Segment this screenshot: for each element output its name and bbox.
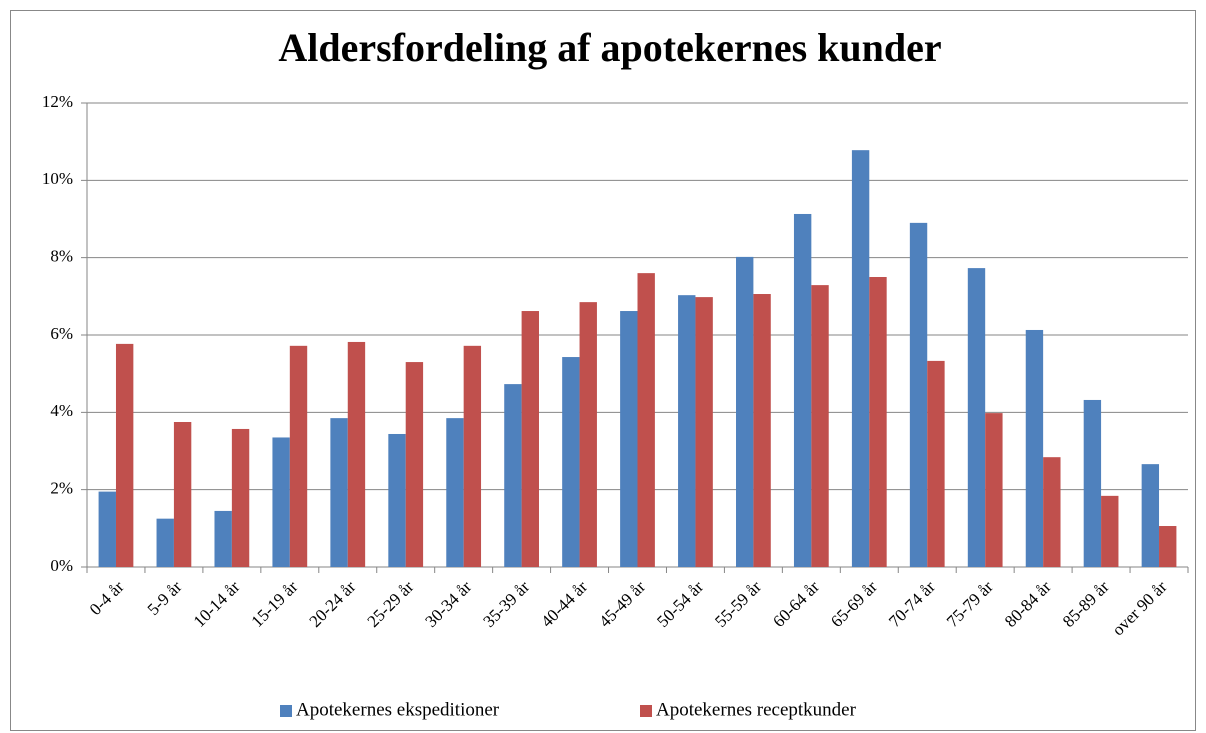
y-tick-label: 6% xyxy=(50,324,73,343)
bar xyxy=(405,362,424,567)
bar xyxy=(231,428,250,567)
chart-title: Aldersfordeling af apotekernes kunder xyxy=(278,25,941,70)
bar xyxy=(1159,526,1177,567)
bar xyxy=(851,150,870,567)
bar xyxy=(811,285,829,567)
bar xyxy=(98,491,116,567)
bar xyxy=(637,273,655,567)
bar xyxy=(272,437,290,567)
y-tick-label: 8% xyxy=(50,247,73,266)
legend-label: Apotekernes ekspeditioner xyxy=(296,699,500,720)
chart-border xyxy=(10,10,1196,731)
bar xyxy=(173,422,192,567)
bar xyxy=(967,268,986,567)
bar xyxy=(620,311,638,567)
bar xyxy=(463,345,482,567)
legend-swatch xyxy=(280,705,292,717)
bar xyxy=(1043,457,1061,567)
bar xyxy=(446,418,464,567)
bar xyxy=(214,510,232,567)
bar xyxy=(562,357,580,567)
bar xyxy=(1083,399,1102,567)
y-tick-label: 2% xyxy=(50,479,73,498)
bar xyxy=(115,343,134,567)
bar xyxy=(793,213,812,567)
legend-label: Apotekernes receptkunder xyxy=(656,699,857,720)
bar xyxy=(579,302,597,567)
legend-swatch xyxy=(640,705,652,717)
bar xyxy=(1141,464,1160,567)
bar xyxy=(330,418,348,567)
bar xyxy=(521,311,539,567)
bar xyxy=(869,277,887,567)
y-tick-label: 0% xyxy=(50,556,73,575)
bar xyxy=(347,341,366,567)
bar xyxy=(695,297,713,567)
bar xyxy=(927,360,945,567)
bar xyxy=(678,295,696,567)
bar xyxy=(753,294,771,567)
bar xyxy=(504,384,522,567)
bar xyxy=(1101,495,1119,567)
y-tick-label: 10% xyxy=(42,169,73,188)
bar xyxy=(736,256,754,567)
bar xyxy=(1025,329,1044,567)
bar xyxy=(909,222,928,567)
y-tick-label: 4% xyxy=(50,401,73,420)
bar xyxy=(985,413,1003,567)
bar xyxy=(156,518,174,567)
bar xyxy=(289,345,308,567)
y-tick-label: 12% xyxy=(42,92,73,111)
bar xyxy=(388,433,406,567)
